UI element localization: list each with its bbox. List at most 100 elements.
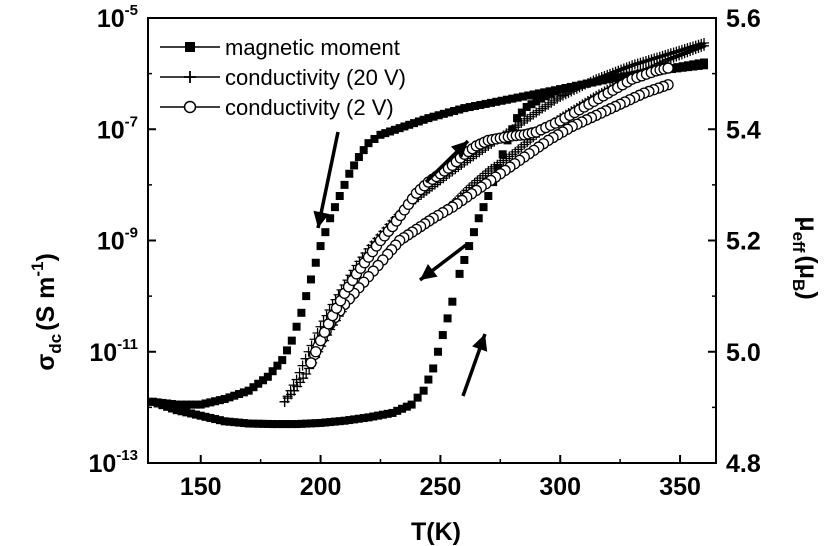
data-point-square (302, 419, 311, 428)
data-point-square (508, 94, 517, 103)
data-point-square (369, 412, 378, 421)
data-point-square (350, 161, 359, 170)
data-point-square (287, 420, 296, 429)
data-point-square (388, 408, 397, 417)
data-point-square (381, 129, 390, 138)
data-point-square (424, 375, 433, 384)
y-right-tick-label: 5.2 (726, 228, 761, 256)
y-right-title-units-sub: B (789, 279, 808, 291)
data-point-square (364, 413, 373, 422)
y-right-tick-label: 4.8 (726, 450, 761, 478)
data-point-square (609, 74, 618, 83)
data-point-square (354, 414, 363, 423)
data-point-square (187, 409, 196, 418)
data-point-square (283, 420, 292, 429)
data-point-plus (288, 380, 299, 391)
y-right-tick-label: 5.0 (726, 339, 761, 367)
y-right-axis-ticks: 4.8 5.0 5.2 5.4 5.6 (708, 5, 761, 478)
data-point-square (177, 407, 186, 416)
data-point-square (287, 336, 296, 345)
data-point-square (163, 402, 172, 411)
data-point-square (522, 103, 531, 111)
data-point-square (410, 119, 419, 128)
x-axis-title: T(K) (411, 518, 461, 546)
data-point-square (527, 100, 536, 109)
data-point-square (230, 418, 239, 427)
y-right-tick-label: 5.6 (726, 5, 761, 33)
data-point-square (513, 93, 522, 102)
data-point-square (684, 61, 693, 70)
data-point-square (297, 419, 306, 428)
data-point-square (268, 367, 277, 376)
data-point-square (546, 89, 555, 98)
data-point-square (400, 122, 409, 131)
x-tick-label: 350 (659, 473, 701, 501)
y-right-title-main: μ (794, 216, 822, 231)
legend-square-marker (185, 42, 195, 52)
data-point-square (448, 297, 457, 306)
y-left-tick-label: 10-7 (97, 113, 138, 144)
data-point-plus (632, 58, 643, 69)
data-point-square (187, 400, 196, 409)
legend-label: conductivity (2 V) (225, 95, 394, 120)
data-point-plus (640, 56, 651, 67)
data-point-square (439, 109, 448, 118)
data-point-square (278, 356, 287, 365)
data-point-square (182, 400, 191, 409)
direction-arrow-shaft (316, 131, 340, 229)
data-point-square (148, 397, 157, 406)
data-point-square (524, 91, 533, 100)
data-point-square (263, 419, 272, 428)
y-right-title-close: ) (794, 291, 822, 299)
data-point-square (414, 117, 423, 126)
data-point-square (249, 419, 258, 428)
data-point-square (376, 130, 385, 139)
data-point-square (678, 62, 687, 71)
data-point-square (513, 114, 522, 123)
data-point-square (283, 346, 292, 355)
legend-item-conductivity-20v: conductivity (20 V) (160, 65, 406, 90)
data-point-square (330, 203, 339, 212)
series-circle (305, 62, 674, 369)
data-point-plus (285, 385, 296, 396)
data-point-square (235, 390, 244, 399)
data-point-square (465, 242, 474, 251)
data-point-square (239, 388, 248, 397)
data-point-square (244, 419, 253, 428)
data-point-square (249, 383, 258, 392)
data-point-square (211, 397, 220, 406)
data-point-square (306, 275, 315, 284)
data-point-square (259, 376, 268, 385)
data-point-square (211, 415, 220, 424)
data-point-square (486, 98, 495, 107)
data-point-square (354, 153, 363, 162)
data-point-square (321, 418, 330, 427)
data-point-square (481, 99, 490, 108)
data-point-square (273, 361, 282, 370)
direction-arrows (313, 131, 488, 397)
y-left-title-units: (S m (32, 277, 60, 331)
data-point-square (598, 76, 607, 85)
data-point-square (191, 400, 200, 409)
data-point-square (359, 414, 368, 423)
data-point-plus (699, 38, 710, 49)
data-point-square (167, 400, 176, 409)
data-point-square (443, 314, 452, 323)
data-point-square (278, 420, 287, 429)
data-point-square (413, 393, 422, 402)
data-point-square (419, 386, 428, 395)
legend-label: magnetic moment (225, 35, 400, 60)
data-point-square (386, 127, 395, 136)
data-point-square (316, 242, 325, 251)
data-point-square (433, 347, 442, 356)
data-point-square (492, 97, 501, 106)
direction-arrow-head (472, 334, 488, 352)
data-point-plus (635, 57, 646, 68)
data-point-square (471, 102, 480, 111)
data-point-square (374, 411, 383, 420)
data-point-square (438, 331, 447, 340)
data-point-square (297, 308, 306, 317)
data-point-square (429, 112, 438, 121)
y-right-title-units: (μ (794, 255, 822, 279)
data-point-square (225, 417, 234, 426)
